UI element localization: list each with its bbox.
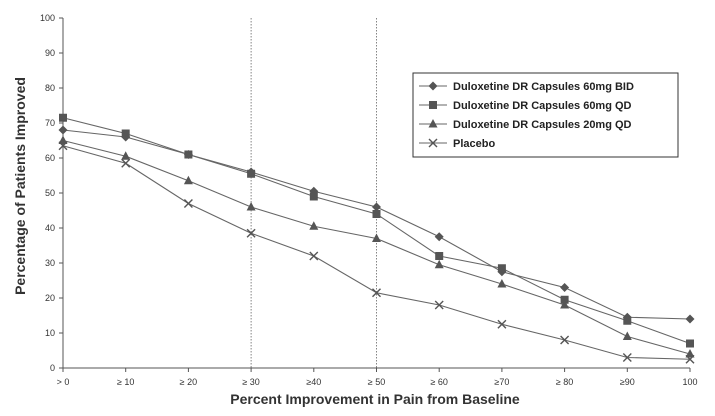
x-tick-label: > 0 <box>57 377 70 387</box>
data-point <box>184 150 193 159</box>
data-point <box>623 316 632 325</box>
data-point <box>685 314 695 324</box>
data-point <box>560 335 570 345</box>
legend-label: Duloxetine DR Capsules 20mg QD <box>453 119 632 131</box>
data-point <box>183 199 193 208</box>
data-point <box>372 210 381 218</box>
axis-ticks: 0 10 20 30 40 50 60 70 80 90 100 > 0 ≥ 10 ≥ 20 ≥ 30 ≥40… <box>40 13 698 387</box>
y-tick-label: 90 <box>45 48 55 58</box>
y-tick-label: 100 <box>40 13 55 23</box>
series-layer <box>58 113 695 364</box>
x-tick-label: ≥ 10 <box>117 377 134 387</box>
y-tick-label: 30 <box>45 258 55 268</box>
point-stroke <box>497 319 507 329</box>
data-point <box>497 319 507 329</box>
data-point <box>121 158 131 168</box>
data-point <box>121 129 130 138</box>
y-tick-label: 80 <box>45 83 55 93</box>
data-point <box>560 295 569 304</box>
y-tick-label: 0 <box>50 363 55 373</box>
legend-marker <box>428 138 438 148</box>
data-point <box>560 300 570 309</box>
legend-label: Duloxetine DR Capsules 60mg BID <box>453 81 634 93</box>
x-tick-label: 100 <box>682 377 697 387</box>
y-tick-label: 60 <box>45 153 55 163</box>
x-tick-label: ≥ 50 <box>368 377 385 387</box>
data-point <box>183 175 193 185</box>
legend-entry: Placebo <box>419 138 495 150</box>
point-stroke <box>121 158 131 168</box>
legend: Duloxetine DR Capsules 60mg BID Duloxetin… <box>412 72 679 158</box>
data-point <box>497 264 506 273</box>
data-point <box>434 259 444 269</box>
data-point <box>58 125 68 135</box>
point-stroke <box>434 300 444 310</box>
y-axis-title: Percentage of Patients Improved <box>12 77 28 295</box>
data-point <box>434 232 444 242</box>
y-tick-label: 20 <box>45 293 55 303</box>
x-tick-label: ≥40 <box>306 377 321 387</box>
data-point <box>58 135 68 144</box>
x-tick-label: ≥ 30 <box>242 377 259 387</box>
series-line <box>62 129 691 320</box>
point-stroke <box>246 228 256 238</box>
data-point <box>372 202 381 212</box>
legend-entry: Duloxetine DR Capsules 20mg QD <box>419 119 632 131</box>
data-point <box>686 339 694 348</box>
data-point <box>59 113 67 122</box>
data-point <box>372 233 381 242</box>
data-point <box>497 279 507 288</box>
point-stroke <box>58 141 68 151</box>
point-stroke <box>309 251 319 261</box>
legend-entry: Duloxetine DR Capsules 60mg BID <box>419 81 634 93</box>
x-axis-title: Percent Improvement in Pain from Baselin… <box>230 391 520 407</box>
data-point <box>309 251 319 261</box>
x-tick-label: ≥90 <box>620 377 635 387</box>
point-stroke <box>428 138 438 148</box>
series-square <box>59 113 694 348</box>
x-tick-label: ≥ 20 <box>180 377 197 387</box>
data-point <box>685 354 695 364</box>
y-tick-label: 10 <box>45 328 55 338</box>
x-tick-label: ≥70 <box>494 377 509 387</box>
series-x <box>58 141 695 364</box>
y-tick-label: 70 <box>45 118 55 128</box>
data-point <box>309 221 319 230</box>
y-tick-label: 40 <box>45 223 55 233</box>
data-point <box>434 300 444 310</box>
legend-label: Placebo <box>453 138 495 150</box>
point-stroke <box>622 353 632 362</box>
x-tick-label: ≥ 60 <box>430 377 447 387</box>
data-point <box>622 353 632 362</box>
data-point <box>58 141 68 151</box>
data-point <box>622 331 632 340</box>
legend-marker <box>428 81 438 91</box>
point-stroke <box>372 288 381 298</box>
data-point <box>246 228 256 238</box>
data-point <box>685 349 695 358</box>
point-stroke <box>183 199 193 208</box>
legend-marker <box>429 101 437 109</box>
legend-entry: Duloxetine DR Capsules 60mg QD <box>419 100 632 112</box>
legend-label: Duloxetine DR Capsules 60mg QD <box>453 100 632 112</box>
data-point <box>246 202 256 211</box>
data-point <box>372 288 381 298</box>
legend-marker <box>428 119 438 128</box>
point-stroke <box>560 335 570 345</box>
data-point <box>309 192 318 201</box>
y-tick-label: 50 <box>45 188 55 198</box>
data-point <box>560 283 570 292</box>
plot-area <box>62 18 690 369</box>
data-point <box>435 252 444 260</box>
series-triangle <box>58 135 695 358</box>
legend-box <box>412 72 679 158</box>
data-point <box>121 151 131 160</box>
point-stroke <box>685 354 695 364</box>
x-tick-label: ≥ 80 <box>556 377 573 387</box>
data-point <box>247 169 256 178</box>
